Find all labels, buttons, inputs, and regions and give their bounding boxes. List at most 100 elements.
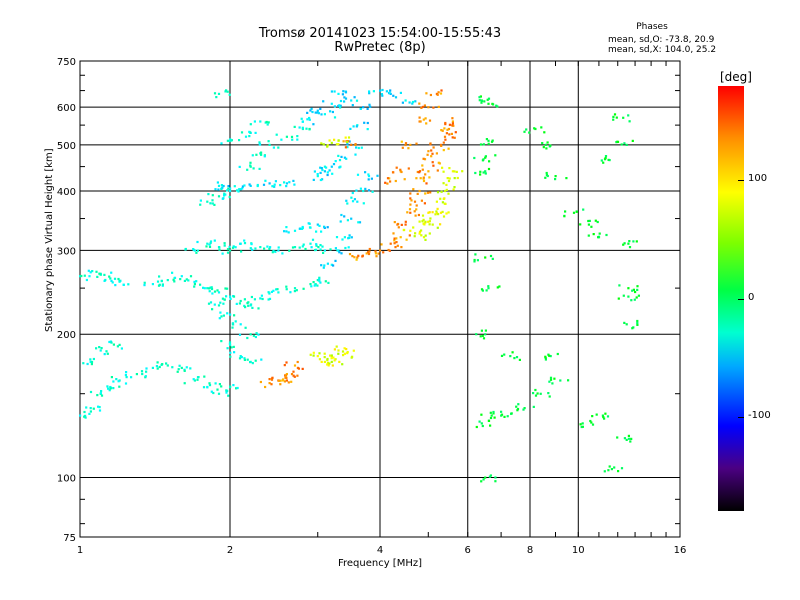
data-point xyxy=(414,100,417,103)
data-point xyxy=(234,246,237,249)
data-point xyxy=(357,254,360,257)
data-point xyxy=(448,177,451,180)
data-point xyxy=(422,179,426,183)
data-point xyxy=(409,143,412,146)
data-point xyxy=(251,248,254,251)
data-point xyxy=(193,283,196,286)
data-point xyxy=(451,124,454,127)
data-point xyxy=(393,221,396,224)
data-point xyxy=(363,121,366,124)
data-point xyxy=(309,283,312,286)
data-point xyxy=(264,179,267,182)
data-point xyxy=(98,346,101,349)
data-point xyxy=(346,143,349,146)
data-point xyxy=(367,178,370,181)
data-point xyxy=(500,414,503,417)
data-point xyxy=(207,193,210,196)
data-point xyxy=(630,437,633,440)
data-point xyxy=(332,356,335,359)
data-point xyxy=(345,348,348,351)
data-point xyxy=(533,127,536,130)
data-point xyxy=(579,223,582,226)
data-point xyxy=(223,192,226,195)
data-point xyxy=(217,92,221,95)
data-point xyxy=(366,107,369,110)
data-point xyxy=(367,173,370,176)
data-point xyxy=(288,181,291,184)
data-point xyxy=(266,245,269,248)
data-point xyxy=(419,177,422,180)
data-point xyxy=(349,127,352,130)
data-point xyxy=(218,246,221,249)
data-point xyxy=(244,135,248,138)
data-point xyxy=(301,126,304,129)
data-point xyxy=(415,208,418,211)
data-point xyxy=(249,161,252,164)
data-point xyxy=(226,347,229,350)
data-point xyxy=(428,176,431,179)
data-point xyxy=(259,297,262,300)
data-point xyxy=(185,278,188,281)
data-point xyxy=(422,236,426,239)
data-point xyxy=(293,183,296,186)
data-point xyxy=(350,236,353,239)
data-point xyxy=(536,392,539,395)
data-point xyxy=(227,185,230,188)
data-point xyxy=(179,278,182,281)
data-point xyxy=(229,187,232,190)
data-point xyxy=(244,326,247,329)
data-point xyxy=(426,153,429,156)
data-point xyxy=(442,170,445,173)
data-point xyxy=(323,170,326,173)
data-point xyxy=(484,329,487,332)
data-point xyxy=(296,360,299,364)
data-point xyxy=(340,252,343,255)
data-point xyxy=(604,155,608,158)
data-point xyxy=(85,278,88,282)
data-point xyxy=(478,420,481,423)
data-point xyxy=(192,248,195,251)
data-point xyxy=(482,478,485,481)
data-point xyxy=(369,105,372,108)
data-point xyxy=(418,220,421,223)
data-point xyxy=(160,280,163,283)
data-point xyxy=(285,185,288,188)
data-point xyxy=(171,271,174,274)
data-point xyxy=(589,419,592,423)
data-point xyxy=(331,364,334,367)
data-point xyxy=(351,200,355,203)
data-point xyxy=(276,288,279,291)
data-point xyxy=(413,235,416,238)
data-point xyxy=(444,121,447,125)
data-point xyxy=(291,246,295,249)
data-point xyxy=(406,211,409,214)
data-point xyxy=(424,234,427,237)
data-point xyxy=(305,127,308,130)
x-axis-label: Frequency [MHz] xyxy=(337,558,423,569)
data-point xyxy=(415,177,418,180)
data-point xyxy=(328,139,331,142)
data-point xyxy=(400,246,403,249)
data-point xyxy=(228,195,231,199)
data-point xyxy=(567,379,570,382)
data-point xyxy=(400,170,403,174)
data-point xyxy=(625,438,628,441)
chart-title: Tromsø 20141023 15:54:00-15:55:43 xyxy=(258,26,502,41)
data-point xyxy=(98,409,102,412)
data-point xyxy=(192,378,195,381)
data-point xyxy=(236,189,239,192)
data-point xyxy=(554,175,557,178)
data-point xyxy=(296,138,299,141)
data-point xyxy=(202,286,205,289)
data-point xyxy=(252,167,255,170)
data-point xyxy=(337,143,340,146)
data-point xyxy=(226,389,229,392)
data-point xyxy=(625,323,628,326)
data-point xyxy=(447,211,450,214)
data-point xyxy=(618,284,621,287)
data-point xyxy=(285,373,288,376)
data-point xyxy=(228,93,231,96)
data-point xyxy=(613,466,616,469)
data-point xyxy=(259,246,262,249)
data-point xyxy=(268,378,271,381)
